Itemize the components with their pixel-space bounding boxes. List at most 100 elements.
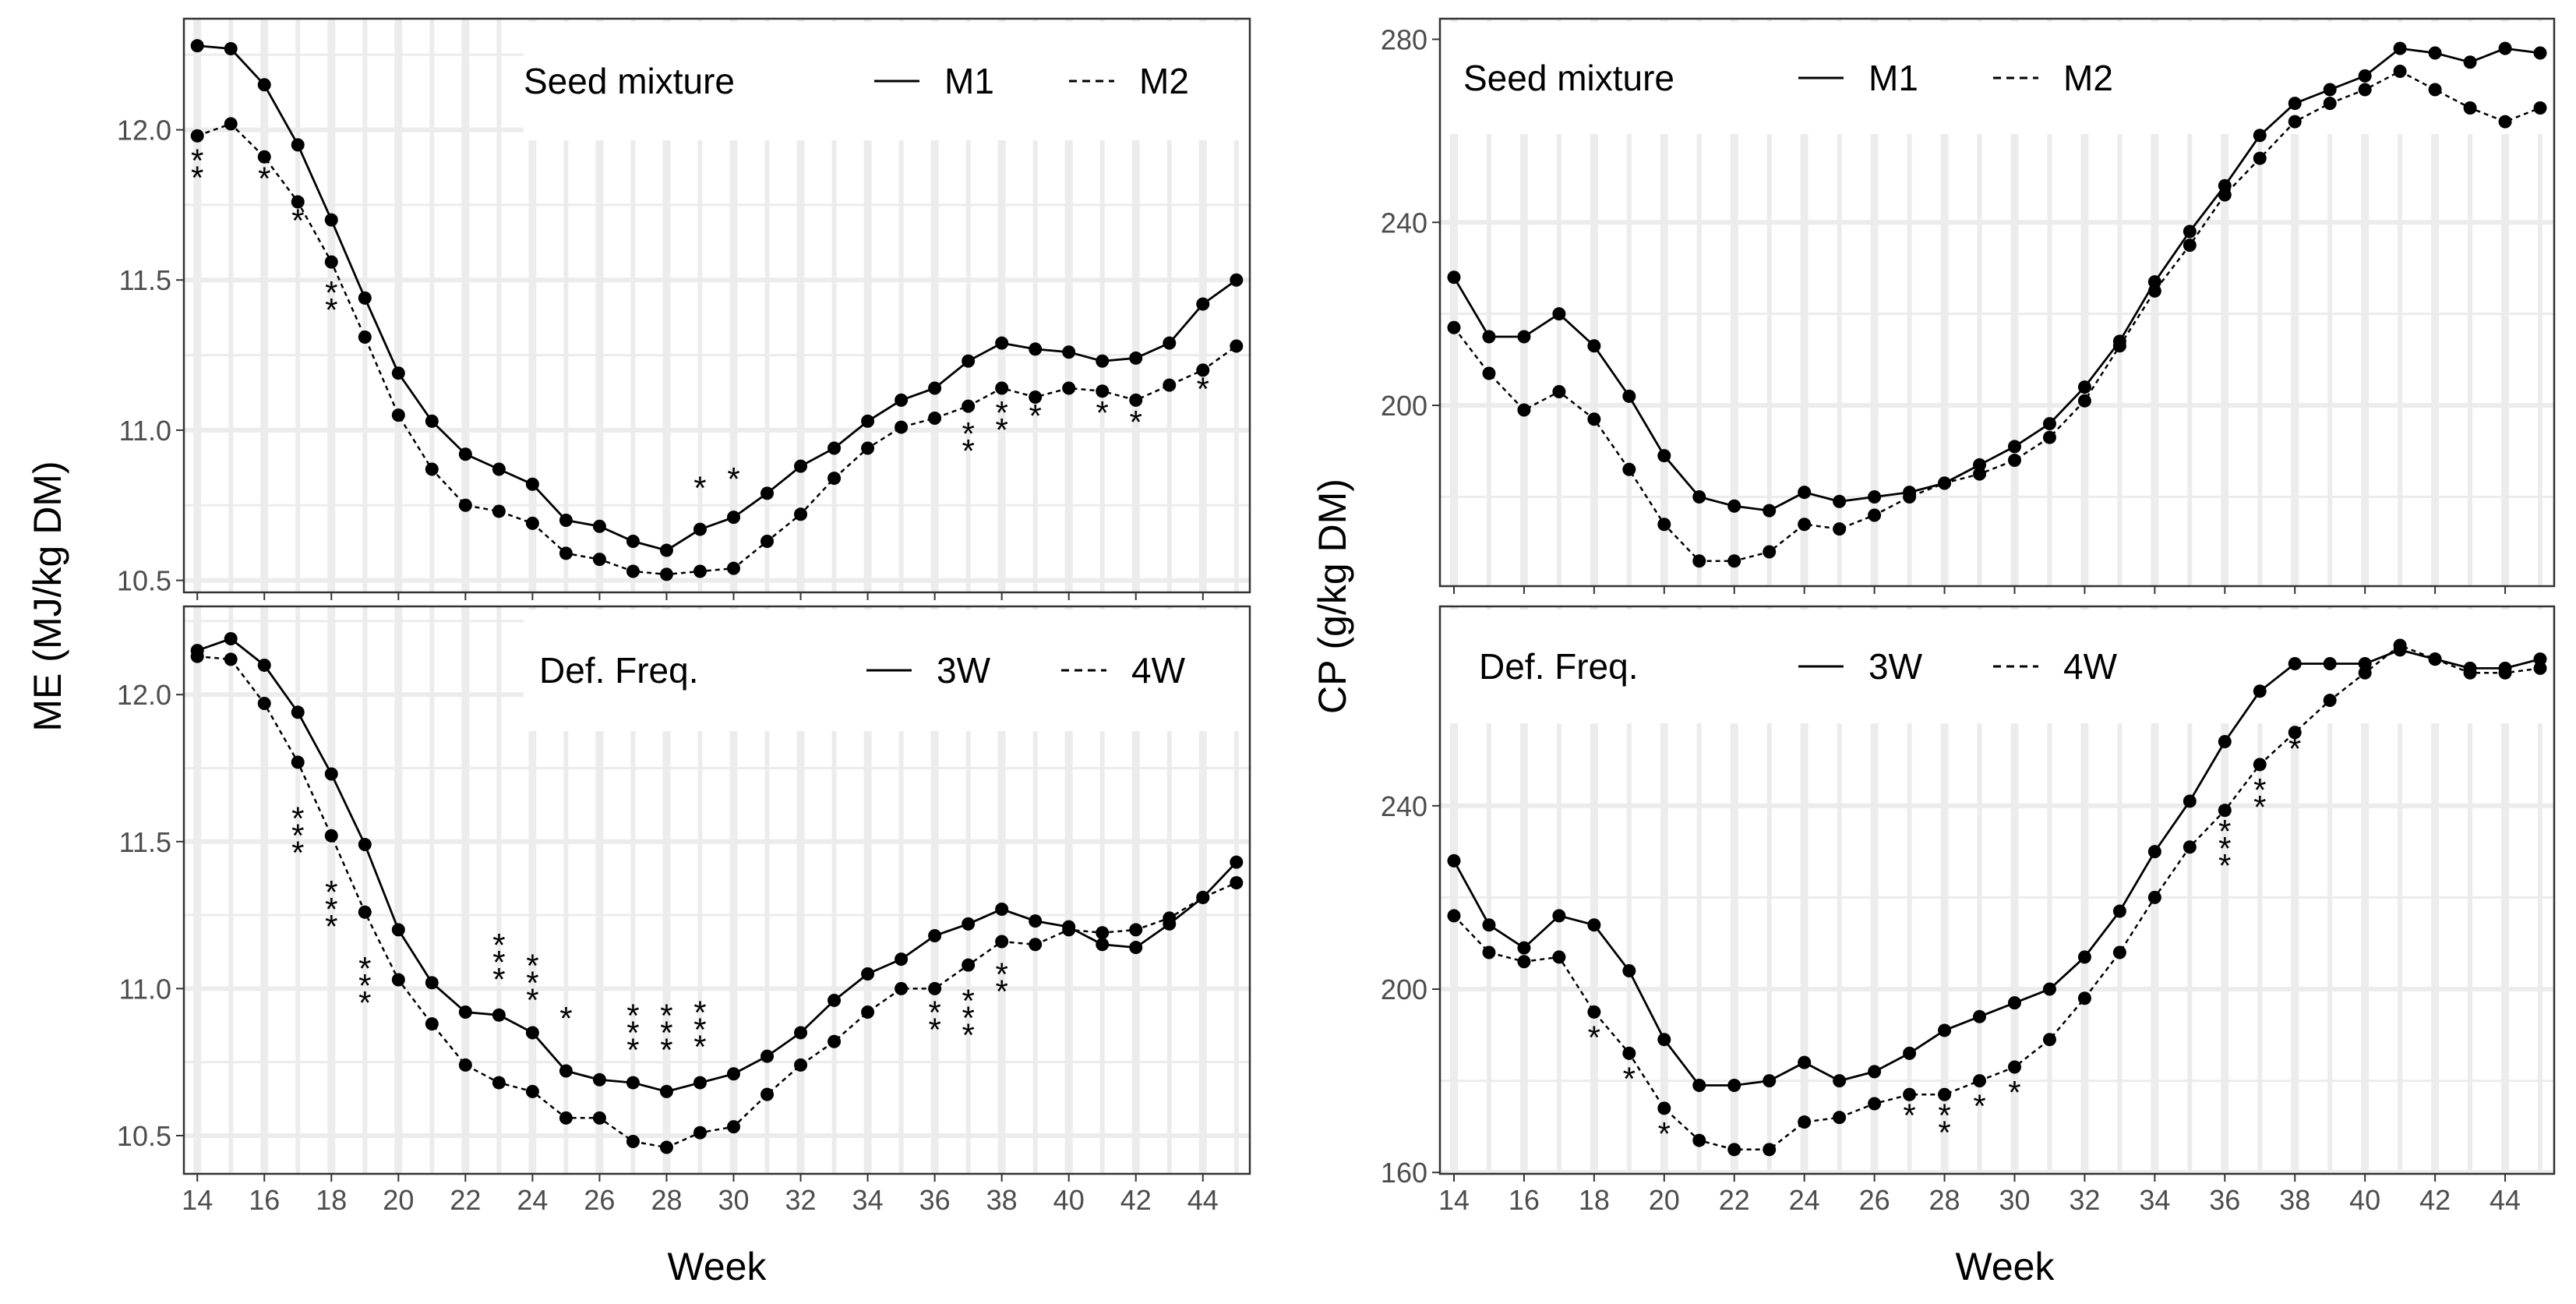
me-def-legend-title: Def. Freq. xyxy=(539,650,699,691)
me-def-point-4w-w45 xyxy=(1230,876,1244,890)
me-seed-point-m1-w40 xyxy=(1062,345,1076,359)
cp-def-point-3w-w35 xyxy=(2183,794,2197,808)
cp-seed-point-m2-w42 xyxy=(2428,83,2442,97)
me-seed-point-m1-w15 xyxy=(224,42,238,56)
me-def-significance-mark: *** xyxy=(492,927,505,998)
cp-def-point-3w-w25 xyxy=(1833,1074,1847,1088)
me-seed-point-m2-w39 xyxy=(1029,390,1043,405)
me-seed-point-m1-w30 xyxy=(727,511,741,525)
cp-def-point-3w-w34 xyxy=(2147,845,2161,859)
me-seed-point-m1-w25 xyxy=(559,514,573,528)
cp-seed-point-m1-w29 xyxy=(1973,458,1987,472)
me-def-point-4w-w43 xyxy=(1163,911,1177,925)
cp-def-x-tick-label: 20 xyxy=(1649,1184,1680,1216)
cp-def-point-3w-w45 xyxy=(2533,652,2547,666)
cp-seed-point-m2-w14 xyxy=(1447,320,1461,334)
me-seed-point-m1-w39 xyxy=(1029,342,1043,356)
me-seed-legend-label-m1: M1 xyxy=(944,61,994,101)
cp-def-significance-mark: * xyxy=(2008,1074,2020,1111)
cp-def-point-4w-w42 xyxy=(2428,652,2442,666)
cp-def-point-4w-w16 xyxy=(1517,955,1531,969)
cp-seed-point-m1-w31 xyxy=(2042,417,2056,431)
me-def-significance-mark: *** xyxy=(693,995,706,1065)
cp-seed-point-m2-w28 xyxy=(1938,476,1952,490)
me-def-point-4w-w36 xyxy=(928,981,942,995)
me-seed-point-m2-w41 xyxy=(1096,384,1110,398)
me-seed-point-m1-w33 xyxy=(827,441,842,455)
me-def-point-4w-w30 xyxy=(727,1120,741,1134)
me-def-point-4w-w21 xyxy=(425,1017,439,1031)
cp-def-point-4w-w27 xyxy=(1903,1087,1917,1101)
me-seed-significance-mark: ** xyxy=(962,415,974,469)
me-def-point-3w-w39 xyxy=(1029,914,1043,928)
cp-def-y-tick-label: 200 xyxy=(1381,974,1427,1005)
me-seed-significance-mark: ** xyxy=(325,274,337,328)
cp-seed-y-tick-label: 200 xyxy=(1381,390,1427,422)
me-seed-point-m2-w31 xyxy=(760,534,775,548)
me-seed-point-m1-w32 xyxy=(794,459,808,473)
cp-def-point-3w-w29 xyxy=(1973,1009,1987,1023)
cp-def-point-3w-w39 xyxy=(2323,657,2337,671)
me-def-point-4w-w26 xyxy=(592,1111,606,1125)
cp-def-x-tick-label: 18 xyxy=(1579,1184,1610,1216)
right-y-axis-title: CP (g/kg DM) xyxy=(1311,479,1354,714)
me-seed-point-m2-w43 xyxy=(1163,378,1177,392)
me-seed-legend-label-m2: M2 xyxy=(1139,61,1189,101)
cp-seed-point-m2-w34 xyxy=(2147,284,2161,298)
me-def-point-4w-w31 xyxy=(760,1087,775,1101)
me-seed-point-m2-w21 xyxy=(425,462,439,476)
me-seed-point-m2-w16 xyxy=(257,150,271,164)
cp-seed-point-m2-w30 xyxy=(2007,454,2021,468)
me-seed-point-m1-w45 xyxy=(1230,273,1244,287)
me-seed-significance-mark: * xyxy=(1130,404,1142,440)
me-def-significance-mark: * xyxy=(559,1000,572,1037)
cp-seed-point-m2-w45 xyxy=(2533,101,2547,115)
me-seed-point-m2-w33 xyxy=(827,472,842,486)
panel-me-seed-mixture: 10.511.011.512.0** ***** ***** * * **Seed mix… xyxy=(117,17,1251,600)
cp-def-significance-mark: *** xyxy=(2218,813,2231,884)
cp-def-y-tick-label: 160 xyxy=(1381,1157,1427,1189)
me-def-series-line-4w xyxy=(197,655,1237,1149)
cp-def-point-3w-w27 xyxy=(1903,1046,1917,1060)
me-def-x-tick-label: 22 xyxy=(450,1184,481,1216)
me-def-point-3w-w18 xyxy=(324,767,338,781)
cp-def-point-4w-w25 xyxy=(1833,1111,1847,1125)
me-def-point-3w-w24 xyxy=(525,1026,539,1040)
me-seed-point-m2-w37 xyxy=(962,399,976,413)
me-seed-point-m1-w35 xyxy=(895,393,909,407)
me-def-x-tick-label: 28 xyxy=(651,1184,682,1216)
cp-def-point-3w-w19 xyxy=(1622,963,1636,977)
me-def-point-4w-w23 xyxy=(492,1076,506,1090)
me-seed-point-m2-w30 xyxy=(727,561,741,575)
me-seed-point-m2-w18 xyxy=(324,255,338,269)
cp-seed-legend-label-m1: M1 xyxy=(1868,58,1918,98)
me-seed-significance-mark: * xyxy=(727,461,739,497)
cp-seed-point-m1-w43 xyxy=(2463,55,2477,69)
cp-def-point-3w-w14 xyxy=(1447,853,1461,868)
cp-def-point-4w-w37 xyxy=(2253,758,2267,772)
me-def-point-4w-w27 xyxy=(626,1135,640,1149)
cp-seed-point-m2-w23 xyxy=(1763,545,1777,559)
me-seed-point-m1-w21 xyxy=(425,414,439,428)
me-def-x-tick-label: 30 xyxy=(718,1184,749,1216)
cp-seed-point-m1-w40 xyxy=(2358,69,2372,83)
me-seed-point-m1-w17 xyxy=(291,138,305,152)
cp-seed-point-m1-w25 xyxy=(1833,494,1847,508)
me-def-point-4w-w24 xyxy=(525,1084,539,1098)
cp-def-point-4w-w45 xyxy=(2533,661,2547,675)
cp-def-point-3w-w17 xyxy=(1552,909,1566,923)
me-seed-point-m1-w43 xyxy=(1163,336,1177,350)
cp-seed-point-m2-w20 xyxy=(1657,518,1671,532)
cp-seed-point-m1-w24 xyxy=(1798,486,1812,500)
cp-seed-point-m2-w27 xyxy=(1903,490,1917,504)
cp-def-point-4w-w36 xyxy=(2218,804,2232,818)
me-seed-point-m1-w31 xyxy=(760,486,775,500)
me-def-point-3w-w37 xyxy=(962,917,976,931)
cp-seed-point-m2-w40 xyxy=(2358,83,2372,97)
me-seed-point-m2-w27 xyxy=(626,564,640,578)
cp-seed-point-m2-w19 xyxy=(1622,462,1636,476)
me-seed-point-m2-w40 xyxy=(1062,381,1076,395)
cp-seed-point-m2-w25 xyxy=(1833,522,1847,536)
cp-def-point-4w-w29 xyxy=(1973,1074,1987,1088)
me-def-point-4w-w20 xyxy=(391,973,405,987)
